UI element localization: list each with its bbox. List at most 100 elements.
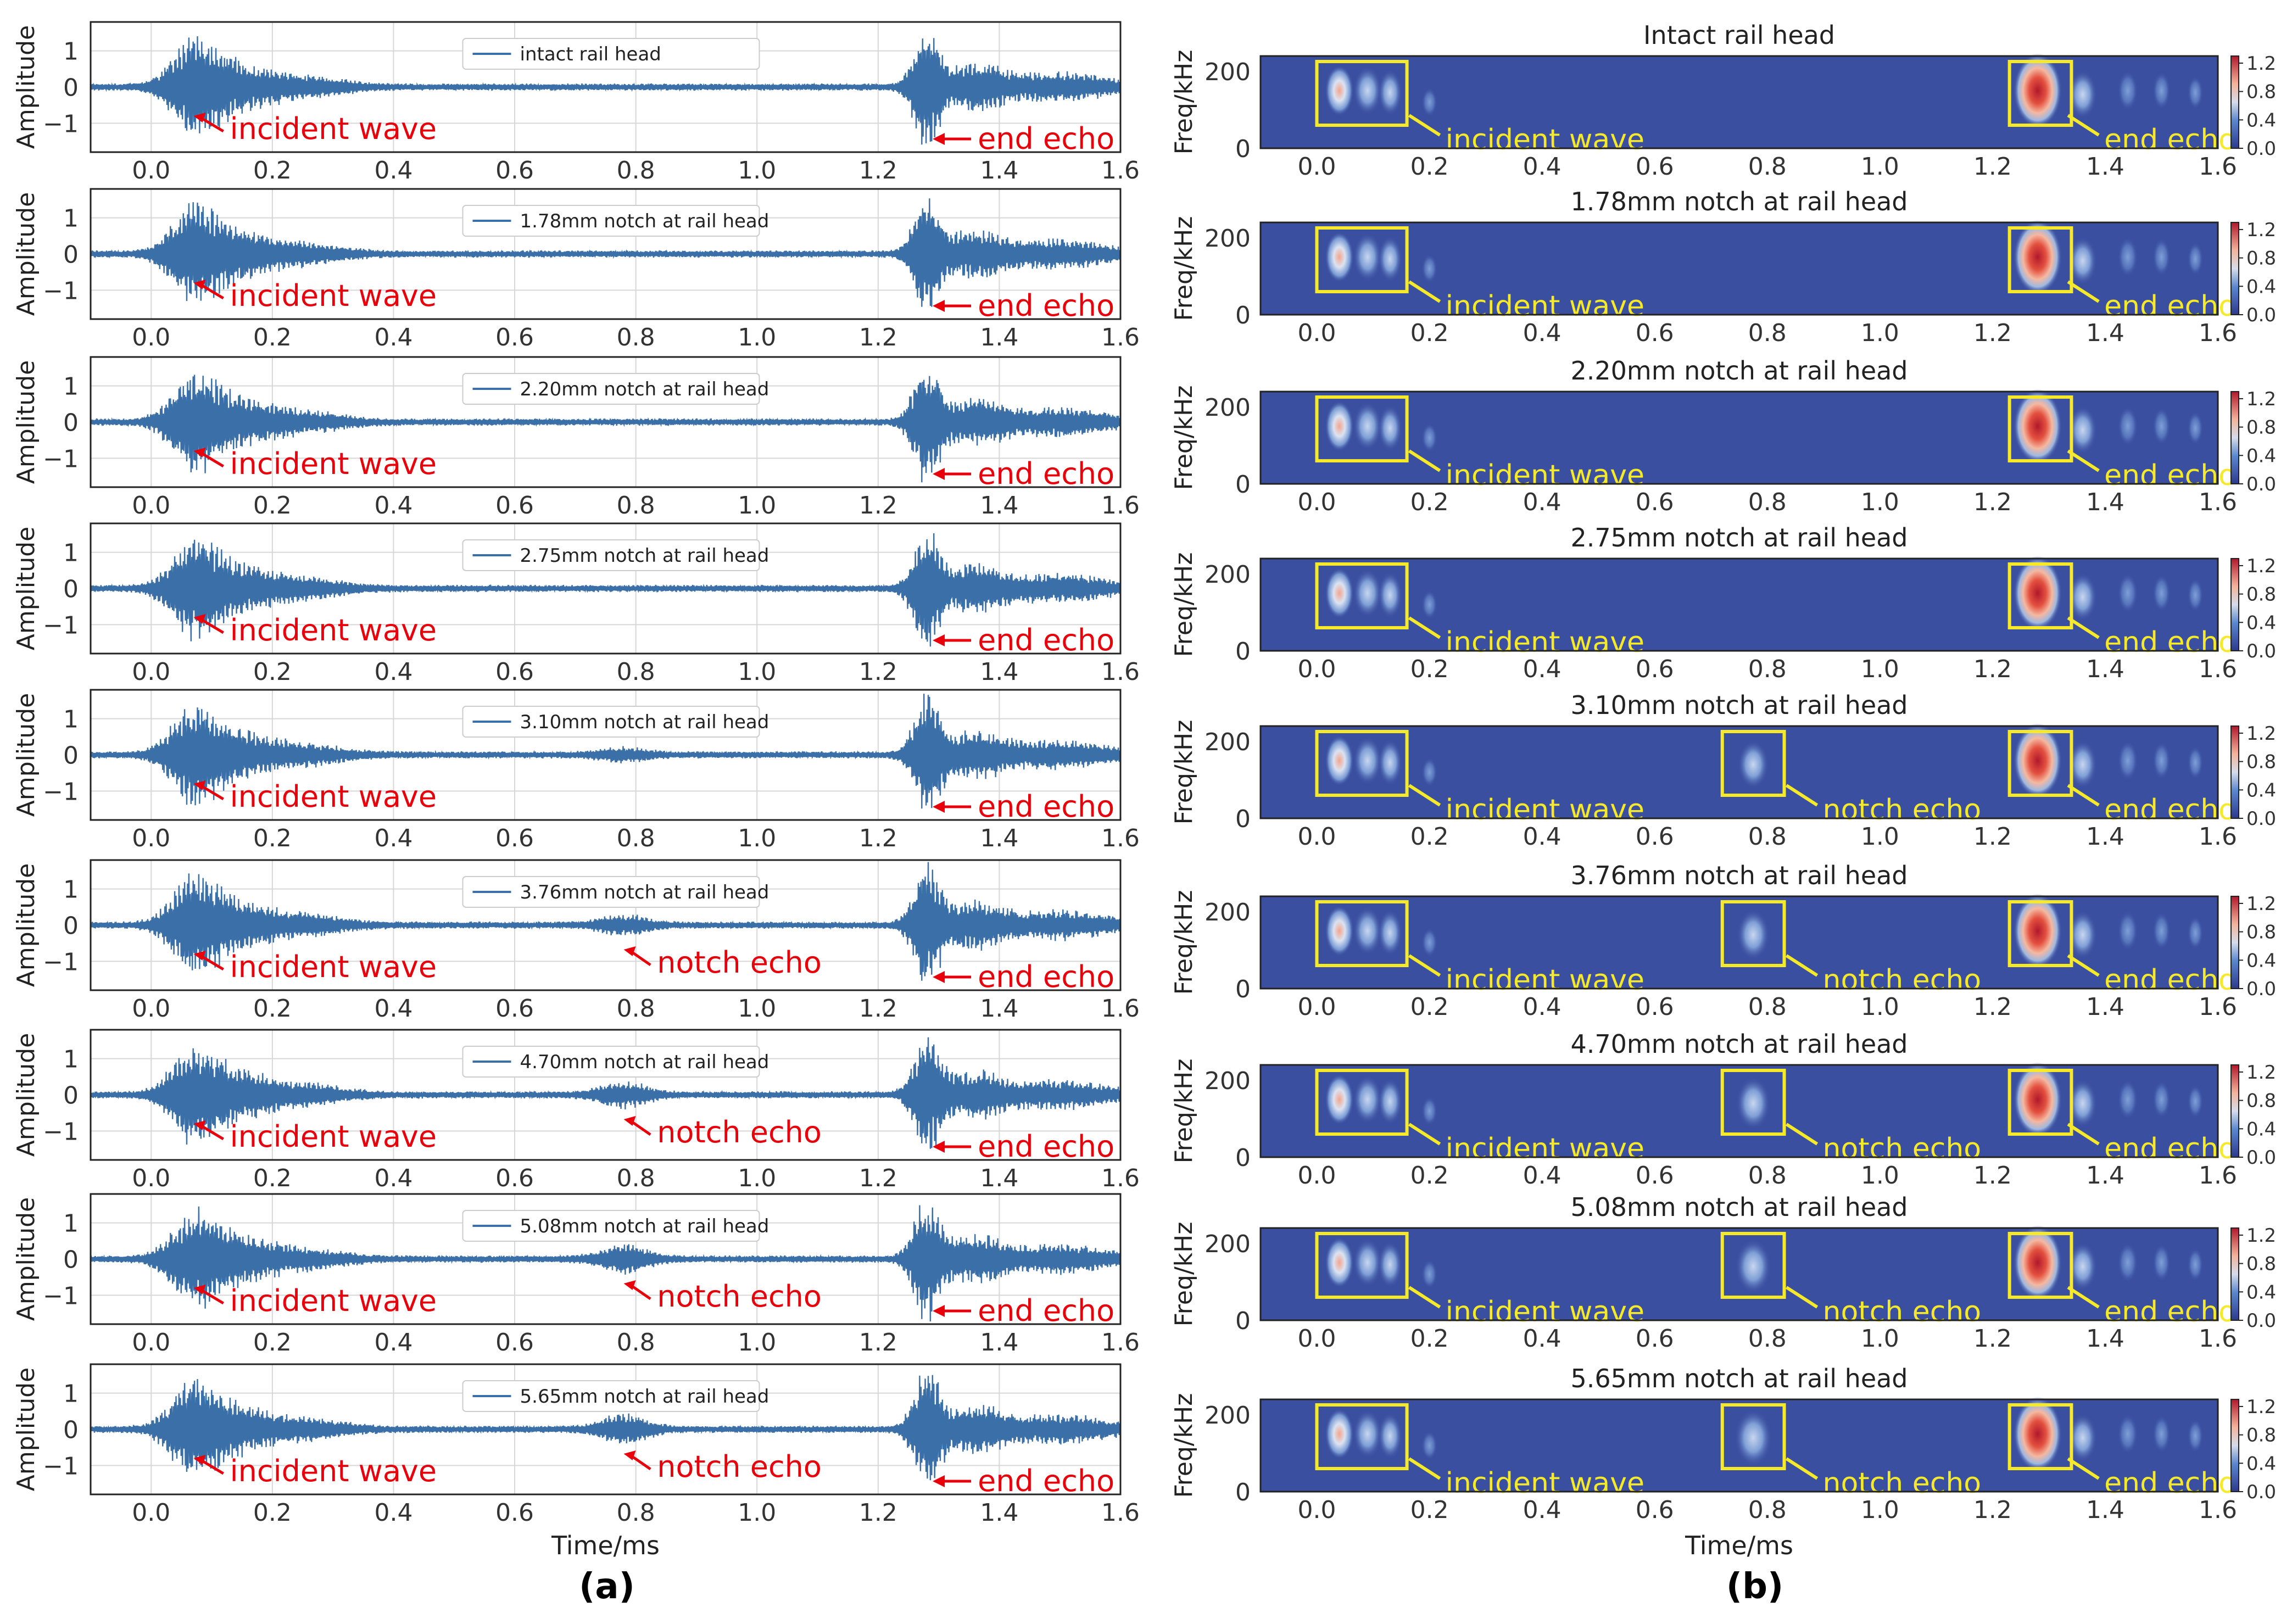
incident-wave-arrow [1408, 1457, 1441, 1480]
waveform-line [90, 694, 1122, 809]
x-tick-label: 1.6 [1101, 995, 1140, 1023]
colorbar [2230, 1227, 2239, 1321]
plot-frame [90, 356, 1122, 488]
energy-blob [1325, 1409, 1354, 1459]
notch-echo-arrow [1785, 1123, 1819, 1146]
x-tick-label: 0.2 [1410, 993, 1449, 1021]
x-tick-label: 0.2 [1410, 153, 1449, 181]
x-tick-label: 0.4 [1523, 993, 1562, 1021]
incident-wave-label: incident wave [230, 613, 437, 648]
colorbar-tick-label: 0.0 [2246, 1310, 2276, 1332]
x-tick-label: 1.4 [980, 824, 1018, 852]
end-echo-label: end echo [978, 623, 1114, 657]
energy-blob [1325, 1074, 1354, 1125]
end-echo-label: end echo [978, 1293, 1114, 1328]
y-tick-label: −1 [43, 1118, 79, 1146]
energy-blob [2152, 408, 2171, 445]
x-tick-label: 1.0 [1861, 655, 1899, 683]
incident-wave-arrowhead [193, 448, 206, 457]
end-echo-box [2007, 900, 2073, 967]
energy-blob [2117, 573, 2138, 613]
energy-blob [1735, 1239, 1771, 1294]
end-echo-label: end echo [2104, 1132, 2236, 1165]
incident-wave-box [1315, 226, 1409, 293]
colorbar-tick-label: 0.0 [2246, 1147, 2276, 1169]
notch-echo-arrow [1785, 1457, 1819, 1480]
notch-echo-arrow [1785, 1286, 1819, 1309]
end-echo-box [2007, 1232, 2073, 1299]
y-axis-label: Amplitude [12, 25, 40, 149]
spectrogram-subplot: 5.65mm notch at rail head incident wave no… [1170, 1364, 2276, 1524]
colorbar-tick-label: 0.0 [2246, 808, 2276, 830]
energy-blob [1353, 233, 1382, 281]
x-tick-label: 0.4 [1523, 1325, 1562, 1353]
colorbar-tick-label: 0.8 [2246, 248, 2276, 270]
x-tick-label: 1.0 [738, 1329, 776, 1357]
notch-echo-arrow [1785, 784, 1819, 807]
notch-echo-label: notch echo [657, 1115, 822, 1149]
legend-box [462, 876, 760, 908]
energy-blob [1421, 1097, 1437, 1125]
spectrogram-title: 5.08mm notch at rail head [1570, 1192, 1908, 1222]
colorbar-tick-label: 0.4 [2246, 1281, 2276, 1303]
y-tick-label: 200 [1204, 1402, 1251, 1430]
incident-wave-label: incident wave [1446, 1132, 1644, 1165]
energy-blob [2068, 1079, 2097, 1128]
energy-blob [2187, 916, 2203, 950]
energy-blob [1325, 906, 1354, 956]
y-tick-label: 1 [63, 1380, 79, 1408]
y-tick-label: 0 [1235, 1478, 1251, 1506]
incident-wave-label: incident wave [230, 1119, 437, 1154]
incident-wave-box [1315, 1403, 1409, 1470]
x-tick-label: 0.6 [495, 995, 534, 1023]
end-echo-arrowhead [933, 801, 945, 813]
plot-frame [1259, 895, 2219, 990]
end-echo-box [2007, 1069, 2073, 1136]
x-tick-label: 1.6 [2199, 823, 2237, 851]
energy-blob [1421, 1260, 1437, 1288]
spectrogram-subplot: 1.78mm notch at rail head incident wave en… [1170, 187, 2276, 347]
x-tick-label: 0.2 [1410, 1496, 1449, 1524]
incident-wave-label: incident wave [1446, 964, 1644, 997]
energy-blob [2013, 894, 2062, 968]
x-tick-label: 1.4 [980, 658, 1018, 686]
colorbar-tick-label: 0.0 [2246, 138, 2276, 160]
energy-blob [2068, 573, 2097, 621]
x-tick-label: 0.0 [1298, 319, 1336, 347]
energy-blob [2187, 746, 2203, 779]
colorbar-tick-label: 1.2 [2246, 1396, 2276, 1418]
incident-wave-arrow [200, 451, 224, 468]
energy-blob [1353, 402, 1382, 450]
notch-echo-arrow [631, 1284, 651, 1301]
x-tick-label: 1.2 [1973, 823, 2012, 851]
colorbar-tick-label: 0.4 [2246, 779, 2276, 801]
incident-wave-label: incident wave [1446, 1467, 1644, 1500]
legend-box [462, 539, 760, 571]
end-echo-arrowhead [933, 971, 945, 983]
end-echo-arrow [2067, 114, 2100, 137]
energy-blob [2187, 1248, 2203, 1281]
y-tick-label: −1 [43, 277, 79, 305]
energy-blob [2013, 1225, 2062, 1300]
end-echo-arrowhead [933, 300, 945, 312]
y-tick-label: 1 [63, 38, 79, 66]
y-tick-label: 0 [63, 74, 79, 102]
end-echo-arrowhead [933, 634, 945, 646]
x-tick-label: 0.4 [374, 824, 412, 852]
end-echo-label: end echo [2104, 290, 2236, 323]
x-axis-label-b: Time/ms [1685, 1531, 1793, 1560]
y-axis-label: Freq/kHz [1170, 720, 1198, 825]
energy-blob [1353, 1238, 1382, 1287]
legend-label: 2.20mm notch at rail head [520, 378, 769, 400]
energy-blob [1378, 405, 1402, 451]
y-tick-label: −1 [43, 110, 79, 138]
end-echo-box [2007, 226, 2073, 293]
energy-blob [1378, 1413, 1402, 1459]
x-tick-label: 0.4 [1523, 1162, 1562, 1190]
y-tick-label: 0 [63, 409, 79, 437]
end-echo-arrow [2067, 1286, 2100, 1309]
x-tick-label: 0.8 [1748, 823, 1787, 851]
spectrogram-title: 5.65mm notch at rail head [1570, 1364, 1908, 1393]
x-tick-label: 1.0 [1861, 319, 1899, 347]
x-tick-label: 1.2 [1973, 655, 2012, 683]
